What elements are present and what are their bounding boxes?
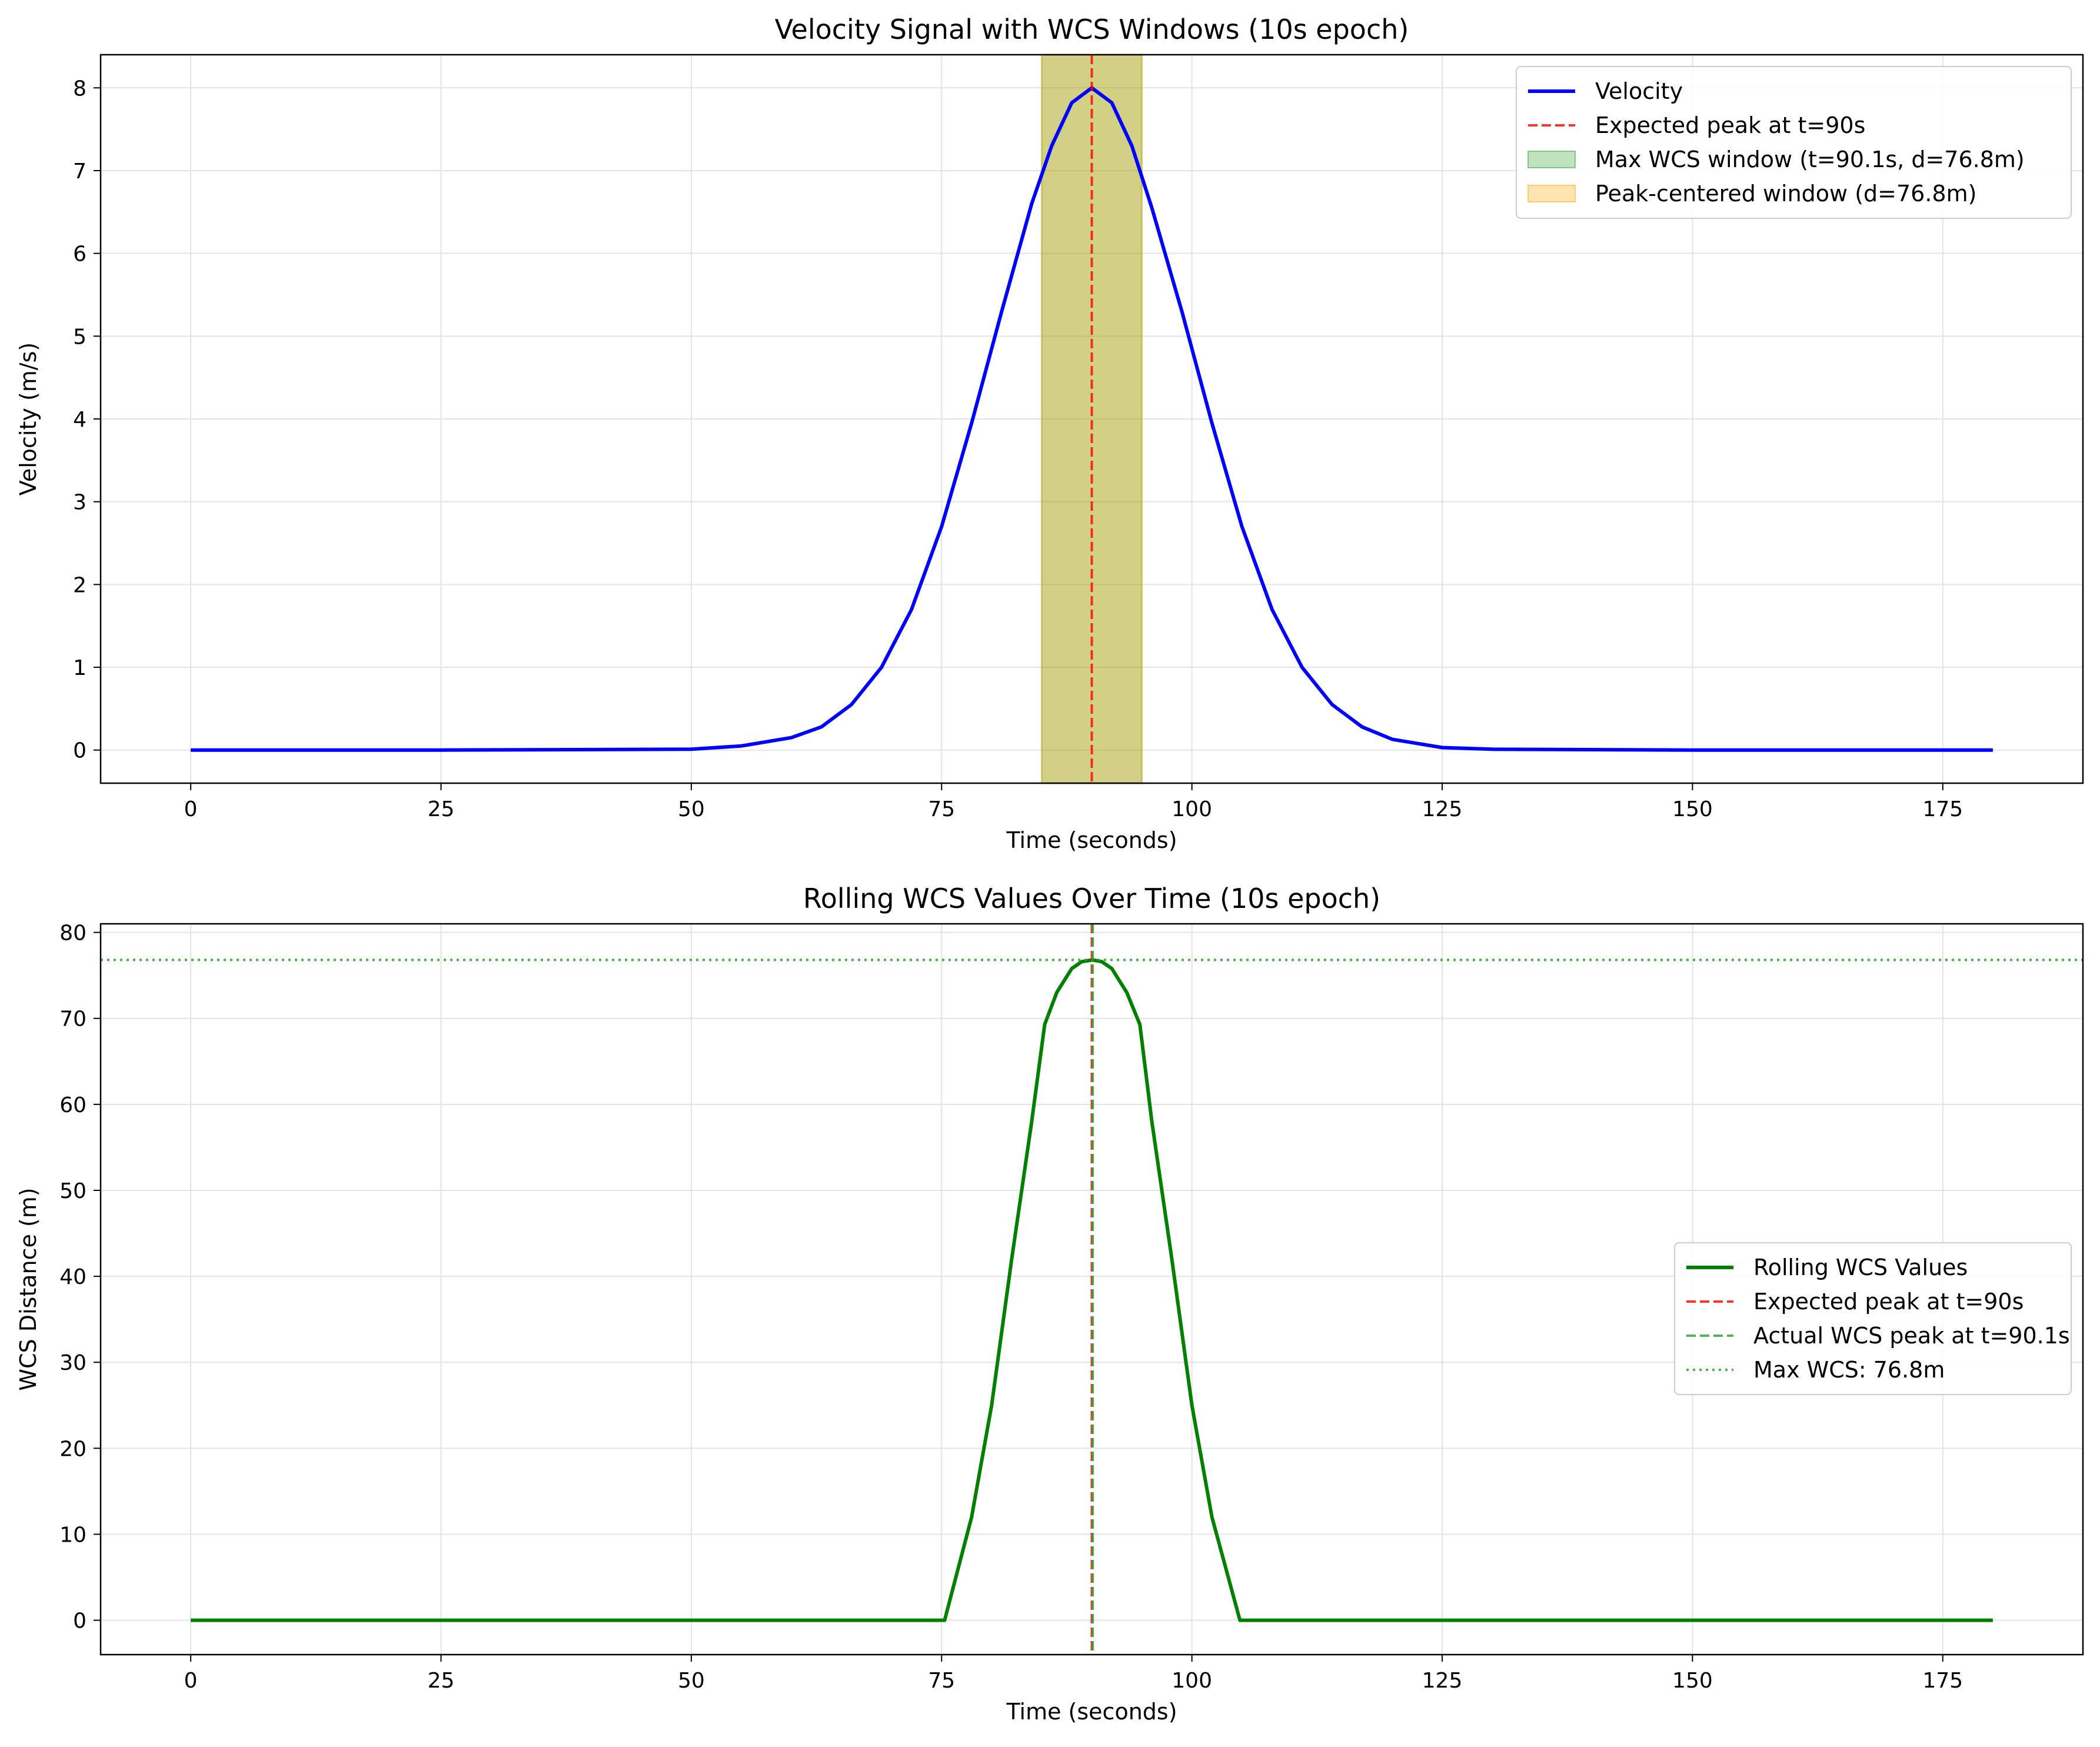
y-tick-label: 6 bbox=[73, 242, 86, 267]
legend-label: Rolling WCS Values bbox=[1753, 1254, 1968, 1280]
x-tick-label: 100 bbox=[1172, 1669, 1212, 1693]
legend-box bbox=[1516, 66, 2072, 219]
x-tick-label: 0 bbox=[184, 797, 198, 821]
y-tick-label: 70 bbox=[59, 1007, 86, 1031]
x-tick-label: 100 bbox=[1172, 797, 1212, 821]
x-tick-label: 75 bbox=[928, 797, 955, 821]
y-axis-label: WCS Distance (m) bbox=[15, 1187, 41, 1390]
window-span bbox=[1040, 54, 1143, 784]
x-tick-label: 125 bbox=[1422, 1669, 1463, 1693]
y-tick-label: 60 bbox=[59, 1093, 86, 1117]
y-tick-label: 5 bbox=[73, 325, 86, 349]
legend-label: Max WCS: 76.8m bbox=[1753, 1357, 1945, 1383]
legend-swatch bbox=[1527, 151, 1576, 168]
x-tick-label: 50 bbox=[678, 797, 705, 821]
axes-frame bbox=[99, 923, 2084, 1656]
x-tick-label: 150 bbox=[1672, 797, 1713, 821]
y-tick-label: 2 bbox=[73, 573, 86, 597]
x-axis-label: Time (seconds) bbox=[1006, 1699, 1177, 1725]
legend-box bbox=[1674, 1242, 2072, 1395]
y-axis-label: Velocity (m/s) bbox=[15, 342, 41, 495]
y-tick-label: 3 bbox=[73, 491, 86, 515]
y-tick-label: 30 bbox=[59, 1351, 86, 1375]
y-tick-label: 50 bbox=[59, 1179, 86, 1203]
x-tick-label: 75 bbox=[928, 1669, 955, 1693]
x-tick-label: 25 bbox=[428, 797, 455, 821]
y-tick-label: 4 bbox=[73, 408, 86, 432]
x-axis-label: Time (seconds) bbox=[1006, 827, 1177, 853]
y-tick-label: 40 bbox=[59, 1265, 86, 1289]
y-tick-label: 7 bbox=[73, 159, 86, 184]
y-tick-label: 0 bbox=[73, 739, 86, 763]
x-tick-label: 25 bbox=[428, 1669, 455, 1693]
x-tick-label: 50 bbox=[678, 1669, 705, 1693]
wcs-panel: 0 25 50 75 100 125 150 175 0 10 20 30 40 50 60 70 80 Roll… bbox=[15, 883, 2084, 1725]
x-tick-label: 0 bbox=[184, 1669, 198, 1693]
legend-label: Max WCS window (t=90.1s, d=76.8m) bbox=[1595, 147, 2025, 172]
x-tick-label: 150 bbox=[1672, 1669, 1713, 1693]
y-tick-label: 1 bbox=[73, 656, 86, 680]
y-tick-label: 0 bbox=[73, 1609, 86, 1633]
legend-swatch bbox=[1527, 185, 1576, 202]
legend-label: Expected peak at t=90s bbox=[1595, 112, 1865, 138]
legend-label: Peak-centered window (d=76.8m) bbox=[1595, 181, 1976, 207]
legend-label: Actual WCS peak at t=90.1s bbox=[1753, 1323, 2070, 1349]
y-tick-label: 10 bbox=[59, 1523, 86, 1547]
chart-title: Rolling WCS Values Over Time (10s epoch) bbox=[803, 883, 1380, 914]
legend-label: Velocity bbox=[1595, 78, 1683, 104]
y-tick-label: 80 bbox=[59, 921, 86, 946]
x-tick-label: 175 bbox=[1922, 1669, 1963, 1693]
window-span bbox=[1040, 54, 1143, 784]
chart-title: Velocity Signal with WCS Windows (10s ep… bbox=[775, 14, 1409, 45]
x-tick-label: 175 bbox=[1922, 797, 1963, 821]
velocity-panel: 0 25 50 75 100 125 150 175 0 1 2 3 4 5 6 7 8 Velocity Sig… bbox=[15, 14, 2084, 853]
y-tick-label: 20 bbox=[59, 1437, 86, 1461]
x-tick-label: 125 bbox=[1422, 797, 1463, 821]
y-tick-label: 8 bbox=[73, 76, 86, 101]
legend-label: Expected peak at t=90s bbox=[1753, 1289, 2024, 1315]
